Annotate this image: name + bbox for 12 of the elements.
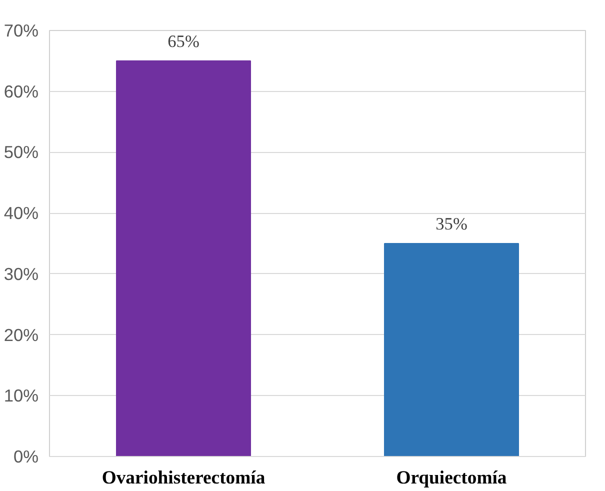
y-tick-label: 10% [4,386,39,406]
x-tick-label: Orquiectomía [396,468,508,488]
y-tick-label: 70% [4,20,39,40]
data-label: 35% [436,214,468,234]
x-tick-label: Ovariohisterectomía [102,468,266,488]
y-tick-label: 30% [4,264,39,284]
data-label: 65% [168,32,200,51]
y-tick-label: 20% [4,324,39,345]
y-tick-label: 50% [4,142,39,162]
y-tick-label: 40% [4,203,39,224]
y-tick-label: 60% [4,81,39,102]
y-tick-label: 0% [13,446,38,466]
